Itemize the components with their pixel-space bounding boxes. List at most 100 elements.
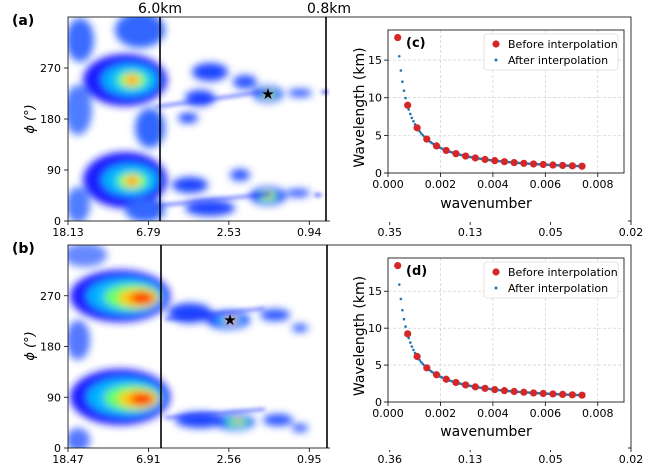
marker-label-6km: 6.0km — [138, 1, 182, 17]
interp-point — [402, 89, 406, 93]
interp-point — [410, 116, 414, 120]
y-ticks-a: 0 90 180 270 — [40, 62, 68, 228]
x-tick-label: 18.47 — [52, 453, 84, 466]
interp-point — [404, 325, 407, 328]
interp-point — [420, 360, 423, 364]
legend-label-after: After interpolation — [508, 282, 608, 295]
y-tick-label: 15 — [368, 285, 382, 298]
x-tick-label: 0.004 — [477, 407, 509, 420]
data-point — [452, 378, 460, 387]
panel-label-a: (a) — [12, 13, 34, 29]
legend-label-before: Before interpolation — [508, 266, 618, 279]
data-point — [423, 135, 431, 143]
interp-point — [420, 132, 423, 135]
interp-point — [421, 362, 425, 366]
legend-marker-after — [494, 286, 498, 290]
legend-marker-before — [492, 268, 500, 276]
ylabel-a: ϕ (°) — [23, 104, 38, 133]
x-tick-label: 2.56 — [217, 453, 242, 466]
data-point — [520, 159, 528, 167]
data-point — [442, 146, 450, 155]
inset-d-plot: 0.000 0.002 0.004 0.006 0.008 0 5 10 15 wavenumbe… — [352, 257, 625, 440]
x-tick-label: 2.53 — [217, 226, 242, 239]
interp-point — [401, 80, 404, 84]
y-tick-label: 10 — [368, 92, 382, 105]
x-tick-label: 0.02 — [619, 226, 644, 239]
data-point — [500, 158, 509, 166]
legend-label-after: After interpolation — [508, 54, 608, 67]
y-tick-label: 180 — [40, 341, 61, 354]
inset-c: 0.000 0.002 0.004 0.006 0.008 0 5 10 15 wavenumbe… — [330, 22, 628, 222]
y-tick-label: 90 — [47, 164, 61, 177]
x-tick-label: 6.79 — [136, 226, 161, 239]
x-ticks-b: 18.47 6.91 2.56 0.95 0.36 0.13 0.05 0.02 — [52, 448, 643, 466]
data-point — [471, 154, 479, 162]
inset-frame — [387, 29, 625, 174]
data-point — [549, 161, 557, 169]
legend-marker-before — [492, 40, 500, 48]
x-tick-label: 0.008 — [582, 178, 614, 191]
data-point — [529, 160, 538, 168]
inset-frame — [387, 257, 625, 403]
x-tick-label: 6.91 — [136, 453, 161, 466]
interp-point — [397, 283, 401, 286]
interp-point — [418, 358, 422, 362]
y-tick-label: 180 — [40, 113, 61, 126]
legend-marker-after — [494, 58, 498, 62]
interp-point — [399, 297, 403, 301]
y-tick-label: 90 — [47, 391, 61, 404]
data-point — [510, 159, 518, 167]
x-tick-label: 0.35 — [377, 226, 402, 239]
y-ticks-b: 0 90 180 270 — [40, 290, 68, 455]
inset-xlabel: wavenumber — [440, 424, 532, 440]
x-tick-label: 0.002 — [425, 407, 457, 420]
x-tick-label: 0.002 — [425, 178, 457, 191]
ylabel-b: ϕ (°) — [23, 331, 38, 360]
data-point — [432, 371, 441, 379]
peak-star-b: ★ — [223, 311, 236, 329]
interp-point — [399, 69, 403, 72]
x-tick-label: 18.13 — [52, 226, 84, 239]
data-point — [578, 162, 586, 170]
marker-label-08km: 0.8km — [307, 1, 351, 17]
data-point — [539, 160, 547, 169]
y-tick-label: 5 — [375, 359, 382, 372]
inset-d: 0.000 0.002 0.004 0.006 0.008 0 5 10 15 wavenumbe… — [330, 250, 628, 450]
interp-point — [410, 345, 414, 348]
data-point — [559, 161, 567, 170]
inset-xlabel: wavenumber — [440, 196, 532, 212]
data-point — [394, 33, 402, 42]
x-ticks-a: 18.13 6.79 2.53 0.94 0.35 0.13 0.05 0.02 — [52, 221, 643, 239]
legend-box — [483, 33, 619, 71]
y-tick-label: 15 — [368, 54, 382, 67]
y-tick-label: 5 — [375, 129, 382, 142]
data-point — [462, 152, 470, 160]
data-point — [529, 389, 538, 397]
x-tick-label: 0.13 — [458, 226, 483, 239]
data-point — [578, 391, 586, 399]
x-tick-label: 0.000 — [372, 407, 404, 420]
inset-ylabel: Wavelength (km) — [352, 276, 368, 396]
data-point — [423, 364, 431, 372]
data-point — [413, 352, 421, 361]
inset-panel-label: (c) — [406, 36, 426, 51]
interp-point — [412, 119, 415, 123]
interp-point — [402, 317, 406, 321]
y-tick-label: 0 — [54, 442, 61, 455]
data-point — [442, 375, 450, 383]
x-tick-label: 0.13 — [458, 453, 483, 466]
data-point — [452, 150, 460, 158]
inset-c-plot: 0.000 0.002 0.004 0.006 0.008 0 5 10 15 wavenumbe… — [352, 29, 625, 212]
y-tick-label: 270 — [40, 62, 61, 75]
peak-star-a: ★ — [261, 85, 274, 103]
data-point — [471, 383, 479, 391]
data-point — [491, 385, 499, 394]
data-point — [568, 162, 576, 170]
legend-label-before: Before interpolation — [508, 38, 618, 51]
x-tick-label: 0.006 — [530, 178, 562, 191]
data-point — [432, 142, 441, 150]
x-tick-label: 0.000 — [372, 178, 404, 191]
data-point — [481, 155, 489, 164]
data-point — [413, 124, 421, 132]
